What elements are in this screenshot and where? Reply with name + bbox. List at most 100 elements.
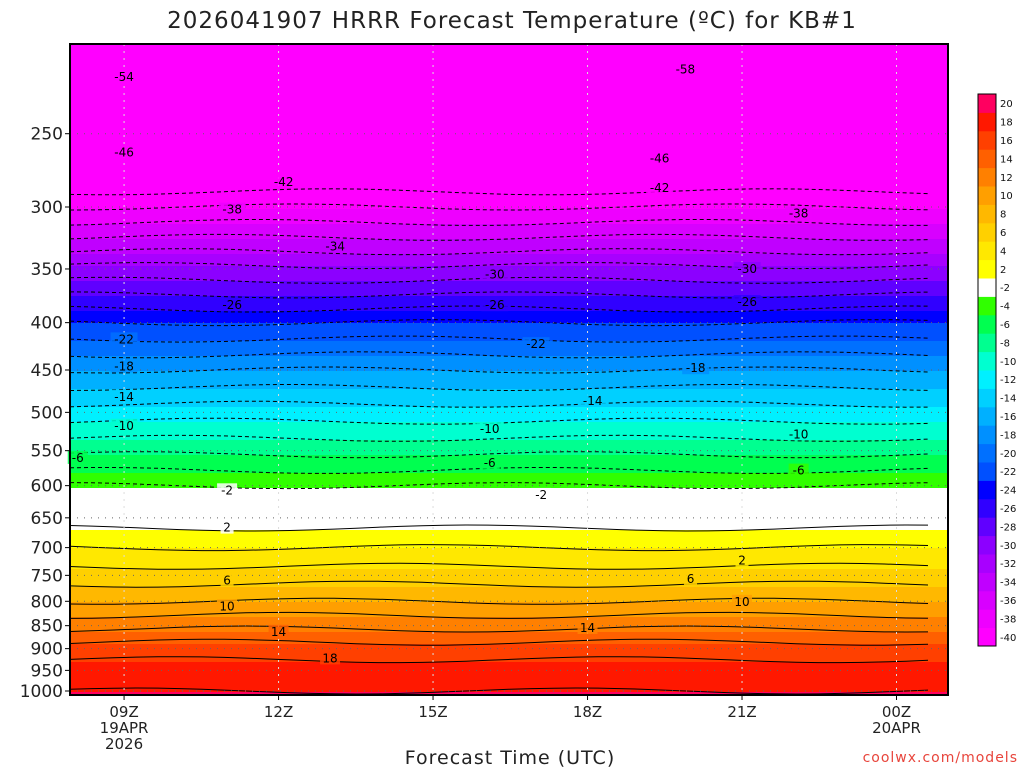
fill-band bbox=[70, 353, 948, 357]
fill-band bbox=[70, 248, 948, 252]
x-tick-label: 21Z bbox=[727, 703, 756, 721]
contour-label-bg bbox=[788, 463, 809, 477]
fill-band bbox=[70, 140, 948, 144]
fill-band bbox=[70, 149, 948, 153]
colorbar-label: -40 bbox=[1000, 633, 1016, 644]
colorbar-swatch bbox=[978, 94, 996, 113]
fill-band bbox=[70, 503, 948, 507]
fill-band bbox=[70, 113, 948, 117]
colorbar-label: -14 bbox=[1000, 394, 1016, 405]
contour-label: 18 bbox=[322, 651, 337, 665]
fill-band bbox=[70, 128, 948, 132]
fill-band bbox=[70, 350, 948, 354]
colorbar-label: -16 bbox=[1000, 412, 1016, 423]
fill-band bbox=[70, 674, 948, 678]
fill-band bbox=[70, 572, 948, 576]
y-tick-label: 650 bbox=[31, 509, 63, 529]
contour-label-bg bbox=[217, 483, 238, 497]
fill-band bbox=[70, 608, 948, 612]
fill-band bbox=[70, 491, 948, 495]
colorbar-swatch bbox=[978, 443, 996, 463]
fill-band bbox=[70, 374, 948, 378]
fill-band bbox=[70, 458, 948, 462]
contour-label-bg bbox=[110, 332, 138, 346]
fill-band bbox=[70, 677, 948, 681]
colorbar-swatch bbox=[978, 462, 996, 481]
contour-lines bbox=[69, 188, 929, 695]
contour-label-bg bbox=[579, 393, 607, 407]
contour-label-bg bbox=[732, 594, 753, 608]
colorbar-swatch bbox=[978, 296, 996, 316]
contour-label-bg bbox=[733, 295, 761, 309]
fill-band bbox=[70, 191, 948, 195]
contour-line bbox=[69, 482, 929, 490]
fill-band bbox=[70, 119, 948, 123]
fill-band bbox=[70, 242, 948, 246]
colorbar-label: -18 bbox=[1000, 430, 1016, 441]
fill-band bbox=[70, 239, 948, 243]
fill-band bbox=[70, 563, 948, 567]
fill-band bbox=[70, 155, 948, 159]
contour-line bbox=[69, 434, 929, 442]
colorbar-swatch bbox=[978, 112, 996, 132]
fill-band bbox=[70, 125, 948, 129]
fill-band bbox=[70, 590, 948, 594]
fill-band bbox=[70, 626, 948, 630]
fill-band bbox=[70, 212, 948, 216]
contour-label: 14 bbox=[271, 625, 286, 639]
fill-band bbox=[70, 161, 948, 165]
fill-band bbox=[70, 110, 948, 114]
fill-band bbox=[70, 185, 948, 189]
contour-label-bg bbox=[481, 298, 509, 312]
colorbar-swatch bbox=[978, 186, 996, 205]
fill-band bbox=[70, 281, 948, 285]
fill-band bbox=[70, 632, 948, 636]
fill-band bbox=[70, 116, 948, 120]
fill-band bbox=[70, 245, 948, 249]
colorbar-swatch bbox=[978, 406, 996, 426]
fill-band bbox=[70, 440, 948, 444]
fill-band bbox=[70, 407, 948, 411]
fill-band bbox=[70, 692, 948, 696]
colorbar-label: -26 bbox=[1000, 504, 1016, 515]
fill-band bbox=[70, 368, 948, 372]
colorbar-swatch bbox=[978, 388, 996, 408]
fill-band bbox=[70, 641, 948, 645]
colorbar-label: -2 bbox=[1000, 283, 1010, 294]
contour-label-bg bbox=[682, 361, 710, 375]
fill-band bbox=[70, 293, 948, 297]
x-tick-label: 19APR bbox=[100, 719, 149, 737]
contour-label-bg bbox=[321, 239, 349, 253]
contour-line bbox=[69, 383, 929, 392]
fill-band bbox=[70, 272, 948, 276]
contour-label-bg bbox=[479, 455, 500, 469]
fill-band bbox=[70, 152, 948, 156]
fill-band bbox=[70, 383, 948, 387]
fill-band bbox=[70, 227, 948, 231]
fill-band bbox=[70, 398, 948, 402]
contour-label-bg bbox=[671, 62, 699, 76]
x-tick-label: 20APR bbox=[872, 719, 921, 737]
contour-line bbox=[69, 248, 929, 256]
colorbar-swatch bbox=[978, 351, 996, 371]
fill-band bbox=[70, 683, 948, 687]
fill-band bbox=[70, 479, 948, 483]
fill-band bbox=[70, 173, 948, 177]
fill-band bbox=[70, 326, 948, 330]
y-tick-label: 1000 bbox=[20, 682, 63, 702]
fill-band bbox=[70, 455, 948, 459]
y-tick-label: 350 bbox=[31, 260, 63, 280]
fill-band bbox=[70, 467, 948, 471]
colorbar-label: -24 bbox=[1000, 486, 1016, 497]
contour-labels: -54-58-46 -46-42 -42-38 -38-34-30 -30-26 -26-… bbox=[67, 62, 813, 665]
contour-label-bg bbox=[785, 206, 813, 220]
fill-band bbox=[70, 98, 948, 102]
colorbar-label: -12 bbox=[1000, 375, 1016, 386]
fill-band bbox=[70, 464, 948, 468]
y-tick-label: 750 bbox=[31, 566, 63, 586]
contour-label-bg bbox=[110, 359, 138, 373]
fill-band bbox=[70, 416, 948, 420]
colorbar-swatch bbox=[978, 498, 996, 518]
contour-line bbox=[69, 451, 929, 459]
fill-band bbox=[70, 320, 948, 324]
